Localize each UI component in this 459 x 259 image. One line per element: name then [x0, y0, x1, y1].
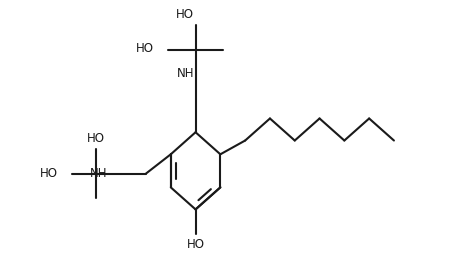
Text: HO: HO	[136, 42, 154, 55]
Text: HO: HO	[87, 132, 105, 145]
Text: HO: HO	[40, 167, 58, 180]
Text: HO: HO	[176, 8, 194, 21]
Text: NH: NH	[176, 67, 194, 80]
Text: HO: HO	[186, 238, 204, 251]
Text: NH: NH	[90, 167, 107, 180]
